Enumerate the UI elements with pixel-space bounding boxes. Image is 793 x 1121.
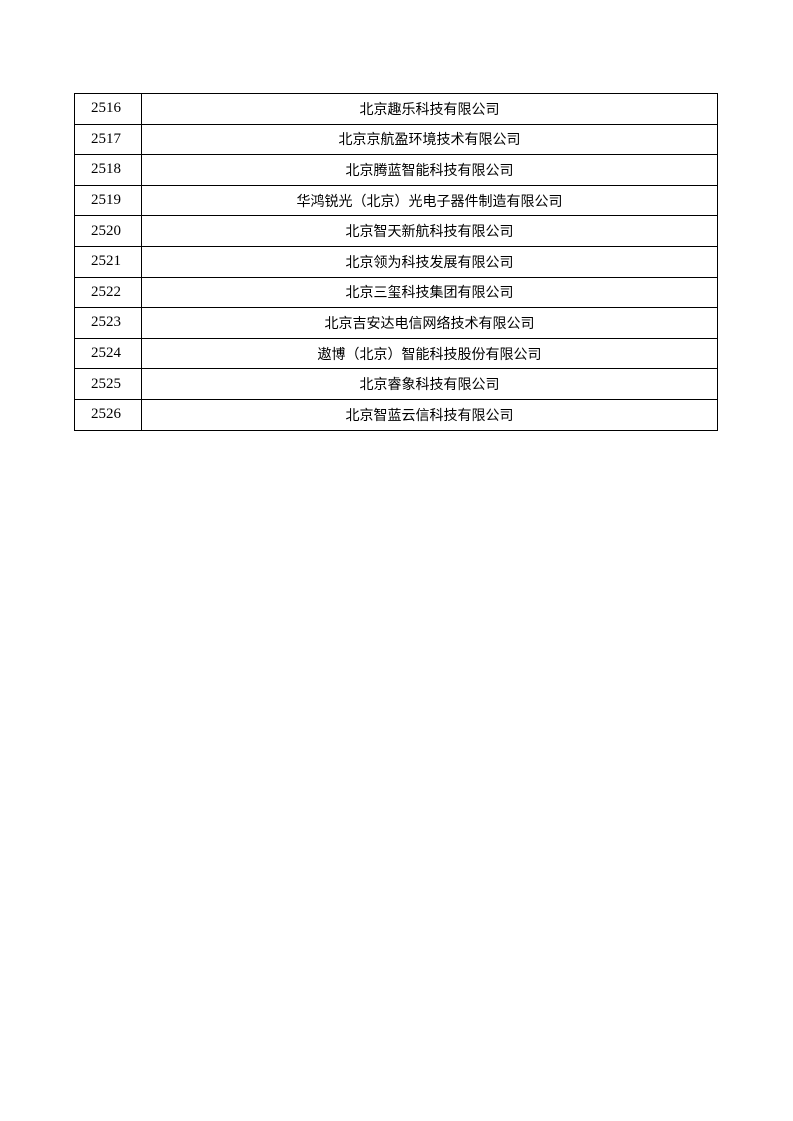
row-number: 2521 xyxy=(74,245,142,278)
company-name: 北京腾蓝智能科技有限公司 xyxy=(141,154,718,186)
row-number: 2525 xyxy=(74,368,142,400)
company-name: 北京睿象科技有限公司 xyxy=(141,368,718,400)
table-row: 2526 北京智蓝云信科技有限公司 xyxy=(74,398,718,431)
row-number: 2516 xyxy=(74,93,142,125)
row-number: 2524 xyxy=(74,337,142,370)
row-number: 2520 xyxy=(74,215,142,247)
table-row: 2519 华鸿锐光（北京）光电子器件制造有限公司 xyxy=(74,184,718,217)
company-name: 北京智天新航科技有限公司 xyxy=(141,215,718,247)
company-name: 北京领为科技发展有限公司 xyxy=(141,245,718,278)
company-name: 北京智蓝云信科技有限公司 xyxy=(141,398,718,431)
table-row: 2517 北京京航盈环境技术有限公司 xyxy=(74,123,718,156)
row-number: 2518 xyxy=(74,154,142,186)
table-row: 2520 北京智天新航科技有限公司 xyxy=(74,215,718,247)
company-table: 2516 北京趣乐科技有限公司 2517 北京京航盈环境技术有限公司 2518 北京腾蓝智… xyxy=(74,93,718,431)
table-row: 2523 北京吉安达电信网络技术有限公司 xyxy=(74,307,718,339)
row-number: 2522 xyxy=(74,276,142,309)
table-row: 2525 北京睿象科技有限公司 xyxy=(74,368,718,400)
table-row: 2522 北京三玺科技集团有限公司 xyxy=(74,276,718,309)
company-table-body: 2516 北京趣乐科技有限公司 2517 北京京航盈环境技术有限公司 2518 北京腾蓝智… xyxy=(74,93,718,431)
row-number: 2517 xyxy=(74,123,142,156)
row-number: 2523 xyxy=(74,307,142,339)
company-name: 遨博（北京）智能科技股份有限公司 xyxy=(141,337,718,370)
company-name: 北京三玺科技集团有限公司 xyxy=(141,276,718,309)
table-row: 2518 北京腾蓝智能科技有限公司 xyxy=(74,154,718,186)
row-number: 2526 xyxy=(74,398,142,431)
company-name: 北京京航盈环境技术有限公司 xyxy=(141,123,718,156)
table-row: 2524 遨博（北京）智能科技股份有限公司 xyxy=(74,337,718,370)
table-row: 2516 北京趣乐科技有限公司 xyxy=(74,93,718,125)
row-number: 2519 xyxy=(74,184,142,217)
company-name: 华鸿锐光（北京）光电子器件制造有限公司 xyxy=(141,184,718,217)
table-row: 2521 北京领为科技发展有限公司 xyxy=(74,245,718,278)
company-name: 北京趣乐科技有限公司 xyxy=(141,93,718,125)
company-name: 北京吉安达电信网络技术有限公司 xyxy=(141,307,718,339)
